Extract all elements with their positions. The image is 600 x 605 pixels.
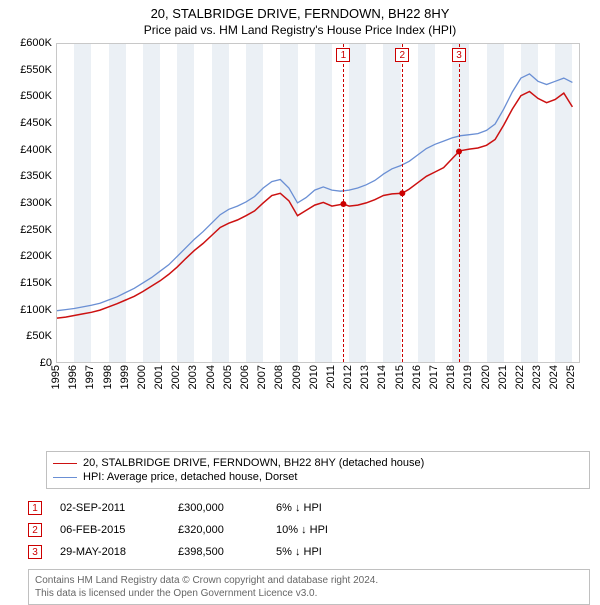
chart-container: 20, STALBRIDGE DRIVE, FERNDOWN, BH22 8HY… [0,0,600,590]
x-tick-label: 1997 [84,365,96,389]
y-tick-label: £100K [10,304,52,316]
sales-row-diff: 6% ↓ HPI [276,502,396,514]
x-tick-label: 2018 [445,365,457,389]
plot-area: 1 2 3 [56,43,580,363]
chart-subtitle: Price paid vs. HM Land Registry's House … [0,21,600,43]
x-tick-label: 2022 [514,365,526,389]
footer-line-1: Contains HM Land Registry data © Crown c… [35,574,583,587]
y-tick-label: £550K [10,64,52,76]
y-tick-label: £400K [10,144,52,156]
x-tick-label: 2021 [497,365,509,389]
sales-row-price: £300,000 [178,502,258,514]
x-tick-label: 2014 [376,365,388,389]
x-tick-label: 1995 [50,365,62,389]
y-tick-label: £350K [10,170,52,182]
x-tick-label: 2006 [239,365,251,389]
y-tick-label: £250K [10,224,52,236]
legend-swatch [53,477,77,478]
legend: 20, STALBRIDGE DRIVE, FERNDOWN, BH22 8HY… [46,451,590,489]
sales-row-price: £320,000 [178,524,258,536]
chart-svg [57,44,579,362]
sales-row-diff: 5% ↓ HPI [276,546,396,558]
sales-row-num: 3 [28,545,42,559]
x-tick-label: 2007 [256,365,268,389]
footer-attribution: Contains HM Land Registry data © Crown c… [28,569,590,605]
x-tick-label: 1998 [102,365,114,389]
sales-row: 3 29-MAY-2018 £398,500 5% ↓ HPI [28,541,590,563]
y-tick-label: £200K [10,250,52,262]
x-tick-label: 2010 [308,365,320,389]
sales-row-diff: 10% ↓ HPI [276,524,396,536]
y-tick-label: £50K [10,330,52,342]
x-tick-label: 2025 [565,365,577,389]
sale-marker-badge: 1 [336,48,350,62]
x-tick-label: 2003 [187,365,199,389]
y-tick-label: £450K [10,117,52,129]
sale-marker-line [343,44,344,362]
x-tick-label: 2017 [428,365,440,389]
sales-table: 1 02-SEP-2011 £300,000 6% ↓ HPI 2 06-FEB-2015… [28,497,590,563]
x-tick-label: 2015 [394,365,406,389]
x-tick-label: 2001 [153,365,165,389]
chart-wrap: 1 2 3 £0 £50K £100K £150K £200K £250K £300K £350K… [10,43,590,403]
sales-row: 1 02-SEP-2011 £300,000 6% ↓ HPI [28,497,590,519]
x-tick-label: 2020 [480,365,492,389]
y-tick-label: £300K [10,197,52,209]
x-tick-label: 1999 [119,365,131,389]
sales-row-date: 06-FEB-2015 [60,524,160,536]
sale-marker-line [402,44,403,362]
y-tick-label: £500K [10,90,52,102]
x-tick-label: 2011 [325,365,337,389]
sales-row-price: £398,500 [178,546,258,558]
footer-line-2: This data is licensed under the Open Gov… [35,587,583,600]
x-tick-label: 2000 [136,365,148,389]
sale-marker-badge: 2 [395,48,409,62]
chart-title: 20, STALBRIDGE DRIVE, FERNDOWN, BH22 8HY [0,0,600,21]
legend-swatch [53,463,77,464]
x-tick-label: 2024 [548,365,560,389]
legend-label: 20, STALBRIDGE DRIVE, FERNDOWN, BH22 8HY… [83,457,424,469]
x-tick-label: 2023 [531,365,543,389]
sales-row-date: 29-MAY-2018 [60,546,160,558]
x-tick-label: 2009 [291,365,303,389]
legend-item: 20, STALBRIDGE DRIVE, FERNDOWN, BH22 8HY… [53,456,583,470]
x-tick-label: 2002 [170,365,182,389]
sales-row-num: 2 [28,523,42,537]
x-tick-label: 2004 [205,365,217,389]
sale-marker-badge: 3 [452,48,466,62]
x-tick-label: 2013 [359,365,371,389]
x-tick-label: 2019 [462,365,474,389]
sale-marker-line [459,44,460,362]
x-tick-label: 2008 [273,365,285,389]
series-property [57,92,572,319]
x-tick-label: 1996 [67,365,79,389]
y-tick-label: £150K [10,277,52,289]
sales-row-date: 02-SEP-2011 [60,502,160,514]
legend-item: HPI: Average price, detached house, Dors… [53,470,583,484]
x-tick-label: 2005 [222,365,234,389]
series-hpi [57,74,572,311]
x-tick-label: 2016 [411,365,423,389]
y-tick-label: £0 [10,357,52,369]
y-tick-label: £600K [10,37,52,49]
legend-label: HPI: Average price, detached house, Dors… [83,471,297,483]
x-tick-label: 2012 [342,365,354,389]
sales-row-num: 1 [28,501,42,515]
sales-row: 2 06-FEB-2015 £320,000 10% ↓ HPI [28,519,590,541]
